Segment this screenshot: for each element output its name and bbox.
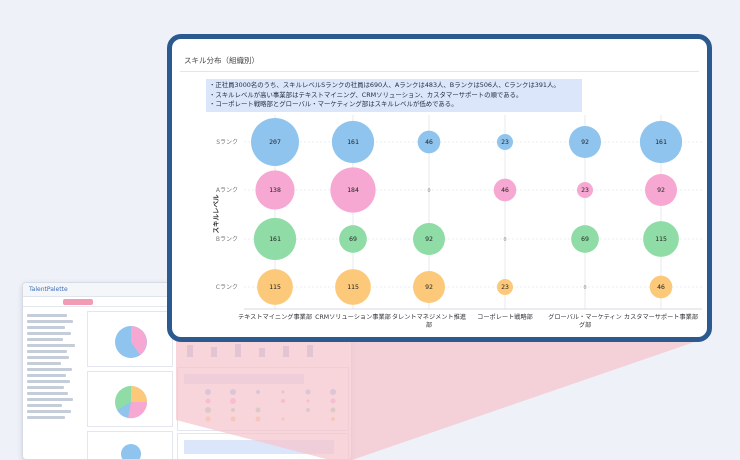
data-label: 115 — [269, 283, 281, 291]
bg-pie-panel-1 — [87, 311, 173, 367]
bubble — [255, 170, 295, 210]
bubble — [569, 126, 601, 158]
x-tick-label: コーポレート戦略部 — [477, 313, 533, 321]
bubble — [497, 279, 513, 295]
data-label: 23 — [581, 186, 589, 194]
bubble — [649, 275, 673, 299]
bg-bubble-panel — [177, 367, 349, 431]
data-label: 92 — [425, 235, 433, 243]
data-label: 92 — [657, 186, 665, 194]
bubble — [253, 217, 297, 261]
y-axis-label: スキルレベル — [212, 194, 220, 234]
bubble — [577, 182, 593, 198]
x-tick-label: 部 — [426, 321, 432, 329]
bg-pie-panel-3 — [87, 431, 173, 459]
bubble — [339, 225, 367, 253]
bubble — [331, 120, 375, 164]
x-tick-label: CRMソリューション事業部 — [315, 313, 391, 321]
bubble — [330, 167, 376, 213]
bubble — [643, 221, 679, 257]
title-divider — [180, 71, 699, 72]
y-tick-label: Cランク — [216, 284, 238, 291]
data-label: 0 — [583, 285, 586, 291]
data-label: 69 — [581, 235, 589, 243]
bubble — [639, 120, 683, 164]
data-label: 46 — [425, 138, 433, 146]
data-label: 161 — [655, 138, 667, 146]
bubble — [413, 271, 445, 303]
x-tick-label: グローバル・マーケティン — [548, 313, 622, 321]
card-title: スキル分布（組織別） — [184, 56, 259, 65]
data-label: 138 — [269, 186, 281, 194]
data-label: 92 — [425, 283, 433, 291]
y-tick-label: Bランク — [216, 236, 238, 243]
bubble — [497, 134, 513, 150]
bubble — [257, 269, 293, 305]
bg-bar-strip — [177, 341, 349, 357]
bubble — [417, 130, 441, 154]
bubble — [645, 174, 677, 206]
skill-distribution-card: スキル分布（組織別） ・正社員3000名のうち、スキルレベルSランクの社員は69… — [167, 34, 712, 342]
summary-note: ・スキルレベルが高い事業部はテキストマイニング、CRMソリューション、カスタマー… — [209, 90, 523, 99]
bubble — [493, 178, 517, 202]
y-tick-label: Aランク — [216, 187, 238, 194]
data-label: 161 — [347, 138, 359, 146]
data-label: 23 — [501, 283, 509, 291]
data-label: 161 — [269, 235, 281, 243]
x-tick-label: テキストマイニング事業部 — [238, 313, 312, 321]
bubble — [571, 225, 599, 253]
data-label: 92 — [581, 138, 589, 146]
data-label: 69 — [349, 235, 357, 243]
y-tick-label: Sランク — [216, 139, 238, 146]
data-label: 0 — [427, 188, 430, 194]
bubble — [251, 118, 299, 166]
x-tick-label: カスタマーサポート事業部 — [624, 313, 698, 321]
summary-note: ・コーポレート戦略部とグローバル・マーケティング部はスキルレベルが低めである。 — [209, 100, 458, 109]
bg-logo: TalentPalette — [29, 286, 68, 293]
bg-notes-panel — [177, 433, 349, 459]
bg-active-tab — [63, 299, 93, 305]
data-label: 115 — [347, 283, 359, 291]
bg-pie-panel-2 — [87, 371, 173, 427]
data-label: 207 — [269, 138, 281, 146]
bubble — [413, 223, 445, 255]
x-tick-label: タレントマネジメント推進 — [392, 313, 466, 321]
data-label: 0 — [503, 237, 506, 243]
data-label: 115 — [655, 235, 667, 243]
data-label: 46 — [657, 283, 665, 291]
data-label: 46 — [501, 186, 509, 194]
data-label: 23 — [501, 138, 509, 146]
summary-note: ・正社員3000名のうち、スキルレベルSランクの社員は690人、Aランクは483… — [209, 81, 560, 89]
data-label: 184 — [347, 186, 359, 194]
bg-tree — [27, 311, 81, 422]
x-tick-label: グ部 — [579, 321, 591, 329]
summary-notes: ・正社員3000名のうち、スキルレベルSランクの社員は690人、Aランクは483… — [206, 79, 582, 112]
bubble — [335, 269, 371, 305]
